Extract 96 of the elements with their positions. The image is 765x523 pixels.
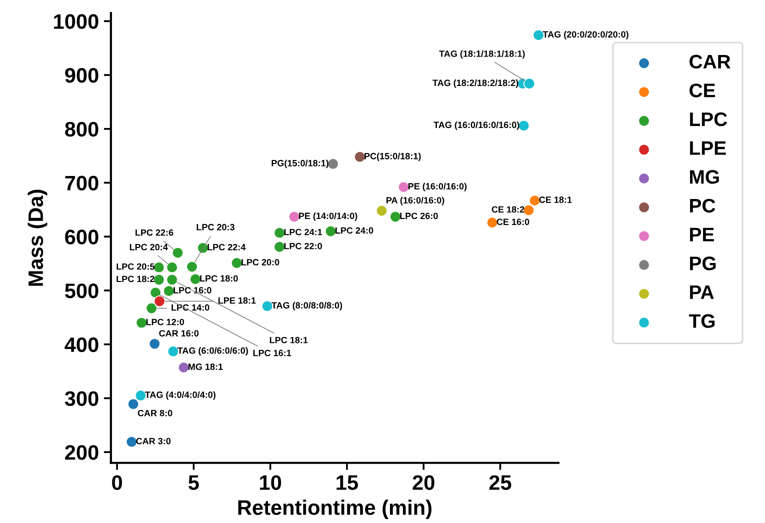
point xyxy=(532,29,544,41)
point xyxy=(327,158,339,170)
point xyxy=(261,300,274,312)
point xyxy=(150,286,162,298)
point xyxy=(528,194,540,206)
legend-label: LPE xyxy=(690,141,726,155)
point xyxy=(390,210,402,222)
legend-label: PG xyxy=(690,256,716,270)
annotation: TAG (8:0/8:0/8:0) xyxy=(272,302,342,310)
x-tick-label: 5 xyxy=(188,475,199,490)
point xyxy=(154,295,166,308)
point xyxy=(486,216,498,228)
y-tick-label: 900 xyxy=(65,68,98,83)
point xyxy=(153,262,165,274)
annotation: PA (16:0/16:0) xyxy=(386,196,444,206)
point xyxy=(167,346,179,358)
x-tick-label: 20 xyxy=(412,475,434,490)
point xyxy=(146,302,158,314)
point xyxy=(178,362,190,374)
point xyxy=(136,317,148,329)
annotation: LPC 22:6 xyxy=(136,229,174,236)
point xyxy=(166,262,178,274)
annotation: LPC 20:5 xyxy=(116,263,154,270)
annotation: LPC 18:0 xyxy=(200,275,238,282)
point xyxy=(230,257,243,269)
annotation: TAG (18:2/18:2/18:2) xyxy=(432,79,518,88)
annotation: LPC 12:0 xyxy=(146,318,184,326)
point xyxy=(163,285,175,297)
annotation: TAG (18:1/18:1/18:1) xyxy=(439,50,525,59)
legend-label: LPC xyxy=(690,112,728,126)
annotation: TAG (16:0/16:0/16:0) xyxy=(434,121,520,130)
point xyxy=(190,273,202,285)
annotation: LPC 18:2 xyxy=(116,276,154,282)
y-tick-label: 800 xyxy=(65,122,98,137)
legend-label: CE xyxy=(690,84,716,98)
legend-label: TG xyxy=(688,314,715,328)
point xyxy=(518,120,530,132)
annotation: PC(15:0/18:1) xyxy=(364,152,421,162)
point xyxy=(274,227,286,239)
annotation: LPC 14:0 xyxy=(172,304,210,311)
annotation: LPC 18:1 xyxy=(270,336,308,344)
legend-label: MG xyxy=(690,170,719,184)
x-tick-label: 0 xyxy=(112,475,122,490)
annotation: CAR 8:0 xyxy=(138,410,172,416)
annotation: PE (14:0/14:0) xyxy=(298,212,358,221)
annotation: LPC 20:0 xyxy=(242,259,280,266)
annotation: LPC 26:0 xyxy=(400,212,438,220)
point xyxy=(376,204,388,217)
point xyxy=(354,151,366,163)
annotation: CAR 16:0 xyxy=(159,330,199,337)
point xyxy=(324,225,336,238)
annotation: LPC 20:3 xyxy=(196,224,234,230)
point xyxy=(524,78,536,90)
legend-label: PE xyxy=(690,228,714,242)
point xyxy=(398,181,410,193)
annotation: LPC 24:1 xyxy=(284,228,322,236)
point xyxy=(288,210,300,222)
annotation: LPC 24:0 xyxy=(335,227,374,234)
annotation: PE (16:0/16:0) xyxy=(408,182,467,192)
legend-label: PA xyxy=(690,286,714,299)
x-tick-label: 10 xyxy=(260,475,282,490)
annotation: CAR 3:0 xyxy=(136,438,171,444)
annotation: CE 18:1 xyxy=(539,196,572,203)
annotation: CE 16:0 xyxy=(496,218,530,226)
legend-label: CAR xyxy=(690,54,730,69)
y-tick-label: 600 xyxy=(65,230,98,244)
annotation: LPC 22:4 xyxy=(208,244,246,250)
point xyxy=(128,398,140,410)
annotation: LPC 16:1 xyxy=(253,350,292,356)
annotation: LPE 18:1 xyxy=(218,297,256,304)
y-tick-label: 400 xyxy=(64,337,98,352)
point xyxy=(134,390,146,402)
y-tick-label: 700 xyxy=(65,176,98,191)
point xyxy=(148,338,160,350)
legend-label: PC xyxy=(690,198,716,213)
annotation: LPC 16:0 xyxy=(174,287,212,294)
point xyxy=(186,260,198,273)
annotation: TAG (4:0/4:0/4:0) xyxy=(144,391,216,400)
y-tick-label: 300 xyxy=(64,391,98,406)
point xyxy=(166,274,178,286)
point xyxy=(274,241,286,253)
x-axis-title: Retentiontime (min) xyxy=(238,500,432,520)
y-axis-title: Mass (Da) xyxy=(28,190,48,286)
annotation: LPC 22:0 xyxy=(284,242,322,250)
y-tick-label: 500 xyxy=(65,283,98,298)
point xyxy=(126,436,138,448)
y-tick-label: 1000 xyxy=(54,14,98,29)
annotation: LPC 20:4 xyxy=(130,244,168,250)
point xyxy=(153,274,165,286)
x-tick-label: 15 xyxy=(336,475,358,490)
annotation: PG(15:0/18:1) xyxy=(272,160,328,168)
annotation: MG 18:1 xyxy=(188,364,223,370)
point xyxy=(172,246,184,259)
x-tick-label: 25 xyxy=(489,475,512,490)
y-tick-label: 200 xyxy=(65,445,98,460)
point xyxy=(522,204,535,216)
